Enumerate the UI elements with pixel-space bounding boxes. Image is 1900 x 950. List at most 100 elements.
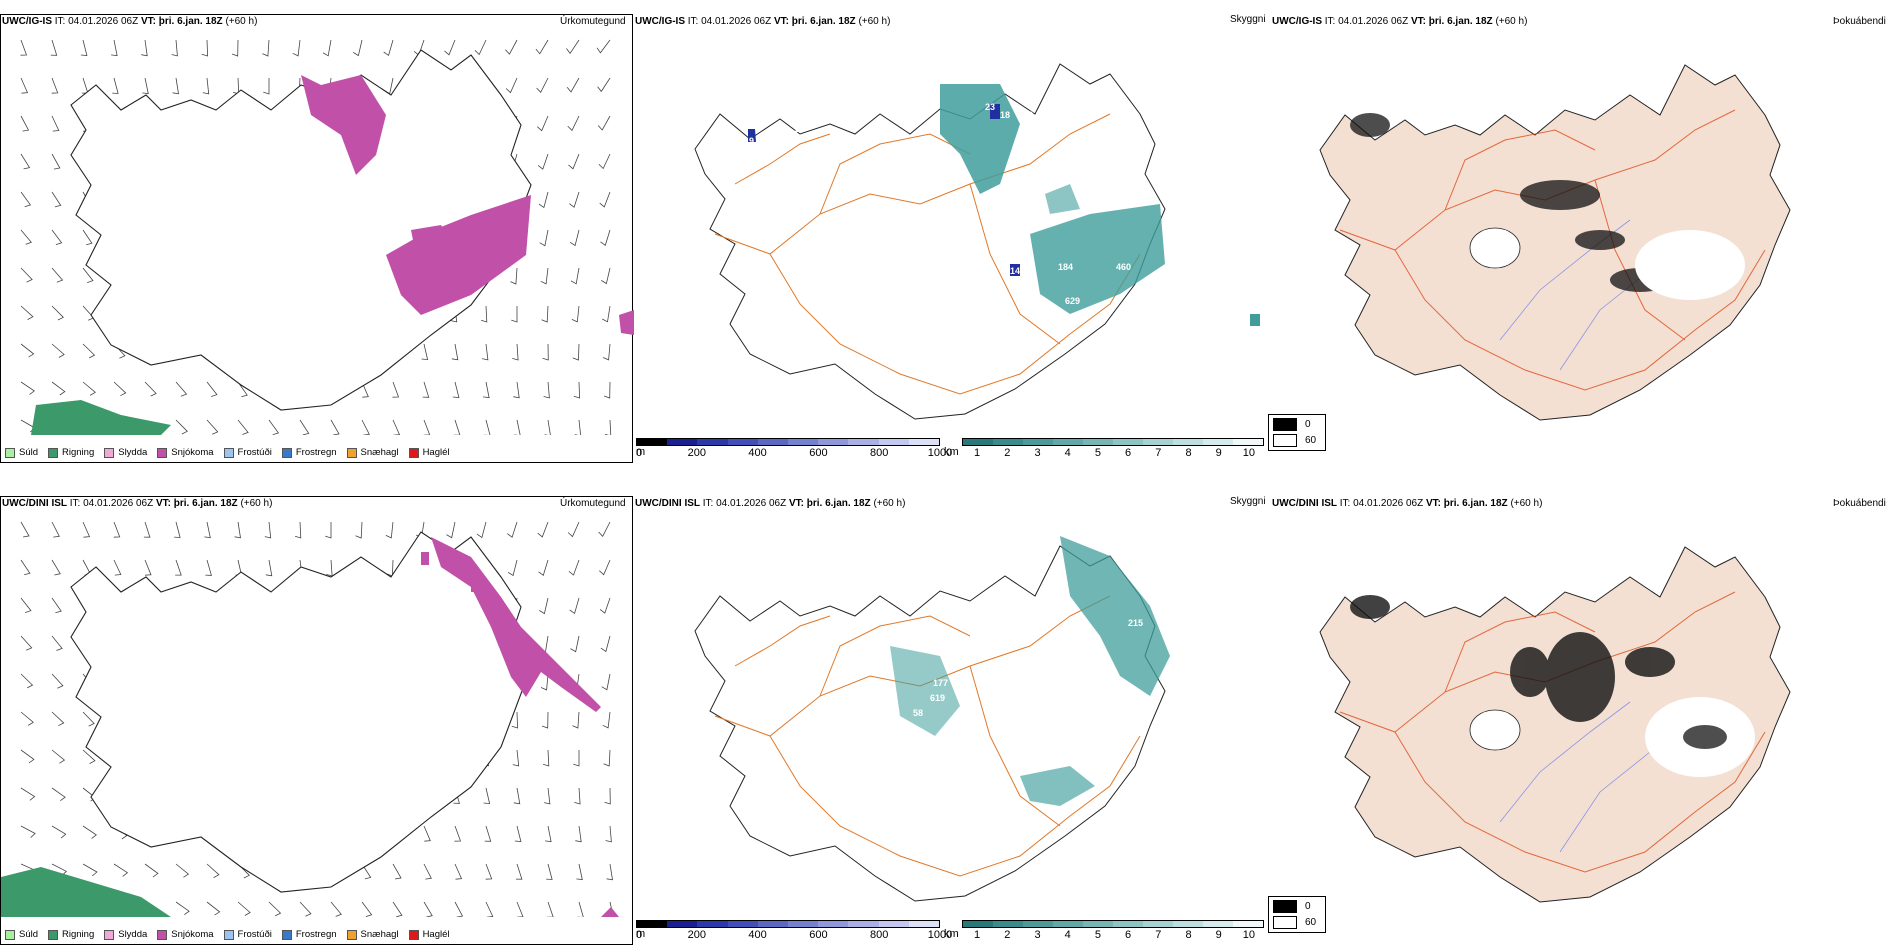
wind-barb bbox=[299, 419, 310, 435]
wind-barb bbox=[505, 77, 518, 94]
wind-barb bbox=[263, 78, 270, 95]
legend-label: Haglél bbox=[422, 929, 450, 940]
snow-area-north bbox=[301, 75, 386, 175]
wind-barb bbox=[510, 267, 518, 285]
wind-barb bbox=[536, 77, 549, 93]
scale-tick-label: 4 bbox=[1064, 447, 1071, 459]
wind-barb bbox=[142, 77, 149, 95]
header: UWC/IG-IS IT: 04.01.2026 06Z VT: þri. 6.… bbox=[2, 16, 258, 27]
wind-barb bbox=[205, 559, 212, 576]
header: UWC/DINI ISL IT: 04.01.2026 06Z VT: þri.… bbox=[1272, 498, 1543, 509]
ceiling-colorbar bbox=[636, 438, 940, 446]
legend-label: Slydda bbox=[118, 929, 148, 940]
wind-barb bbox=[538, 191, 549, 209]
wind-barb bbox=[454, 825, 462, 842]
wind-barb bbox=[206, 419, 219, 435]
header: UWC/IG-IS IT: 04.01.2026 06Z VT: þri. 6.… bbox=[1272, 16, 1528, 27]
wind-barb bbox=[600, 635, 611, 653]
visibility-colorbar bbox=[962, 438, 1264, 446]
wind-barb bbox=[601, 673, 611, 691]
ceiling-label: 177 bbox=[933, 678, 948, 688]
wind-barb bbox=[268, 419, 280, 435]
scale-tick-label: 8 bbox=[1185, 447, 1192, 459]
legend-item: Frostregn bbox=[281, 929, 337, 940]
fog-legend: 0 60 bbox=[1268, 896, 1326, 933]
wind-barb bbox=[423, 863, 432, 880]
wind-barb bbox=[386, 559, 394, 577]
wind-barb bbox=[206, 863, 220, 878]
legend-label: Súld bbox=[19, 929, 39, 940]
ceiling-label: 19 bbox=[744, 136, 754, 146]
legend-swatch bbox=[408, 447, 419, 458]
wind-barb bbox=[566, 39, 580, 54]
wind-barb bbox=[326, 559, 333, 577]
scale-tick-label: 2 bbox=[1004, 447, 1011, 459]
wind-barb bbox=[51, 77, 59, 94]
wind-barb bbox=[569, 229, 580, 247]
panel-title: Úrkomutegund bbox=[560, 16, 626, 27]
wind-barb bbox=[423, 901, 433, 917]
precip-map bbox=[1, 521, 619, 917]
scale-tick-label: 9 bbox=[1215, 447, 1222, 459]
wind-barb bbox=[602, 305, 611, 323]
wind-barb bbox=[602, 711, 611, 729]
scale-tick-label: 400 bbox=[748, 929, 767, 941]
scale-tick-label: 1000 bbox=[927, 447, 953, 459]
wind-barb bbox=[20, 267, 33, 283]
legend-swatch bbox=[48, 929, 59, 940]
wind-barb bbox=[605, 825, 612, 843]
visibility-unit: km bbox=[944, 446, 959, 458]
wind-barb bbox=[51, 635, 63, 651]
wind-barb bbox=[597, 77, 611, 93]
panel-title: Skyggni bbox=[1230, 496, 1266, 507]
wind-barb bbox=[51, 229, 63, 245]
wind-barb bbox=[20, 229, 32, 245]
wind-barb bbox=[51, 153, 61, 170]
wind-barb bbox=[571, 305, 580, 323]
legend-item: Frostúði bbox=[223, 447, 272, 458]
wind-barb bbox=[573, 750, 580, 767]
wind-barb bbox=[604, 419, 612, 435]
snow-area-east bbox=[386, 195, 531, 315]
ceiling-label: 52 bbox=[945, 240, 955, 250]
wind-barb bbox=[237, 901, 251, 916]
wind-barb bbox=[540, 267, 549, 285]
wind-barb bbox=[82, 229, 93, 246]
legend-swatch bbox=[5, 447, 15, 458]
ceiling-label: 18 bbox=[1000, 110, 1010, 120]
scale-tick-label: 3 bbox=[1034, 447, 1041, 459]
wind-barb bbox=[175, 901, 190, 916]
ceiling-label: 23 bbox=[985, 102, 995, 112]
wind-barb bbox=[599, 559, 611, 576]
wind-barb bbox=[474, 39, 487, 56]
wind-barb bbox=[515, 863, 523, 880]
ceiling-label: 184 bbox=[1058, 262, 1073, 272]
wind-barb bbox=[231, 39, 239, 57]
wind-barb bbox=[234, 521, 241, 539]
wind-barb bbox=[82, 825, 97, 839]
wind-barb bbox=[111, 39, 118, 57]
wind-barb bbox=[423, 419, 431, 435]
legend-item: Slydda bbox=[104, 929, 147, 940]
legend-swatch bbox=[104, 447, 115, 458]
wind-barb bbox=[113, 863, 129, 877]
legend-swatch bbox=[157, 447, 168, 458]
wind-barb bbox=[392, 863, 402, 880]
legend-item: Frostregn bbox=[281, 447, 337, 458]
panel-title: Þokuábendi bbox=[1833, 498, 1886, 509]
wind-barb bbox=[540, 673, 549, 691]
wind-barb bbox=[606, 863, 613, 881]
wind-barb bbox=[512, 749, 520, 767]
wind-barb bbox=[572, 711, 580, 729]
wind-barb bbox=[51, 749, 66, 764]
wind-barb bbox=[485, 901, 494, 917]
wind-barb bbox=[392, 901, 403, 917]
wind-barb bbox=[541, 711, 549, 729]
ceiling-scale: 0 200 400 600 800 1000 bbox=[636, 438, 952, 460]
panel-title: Úrkomutegund bbox=[560, 498, 626, 509]
wind-barb bbox=[202, 77, 210, 95]
wind-barb bbox=[143, 521, 151, 538]
ceiling-label: 58 bbox=[913, 708, 923, 718]
scale-tick-label: 8 bbox=[1185, 929, 1192, 941]
legend-label: Frostúði bbox=[237, 447, 272, 458]
